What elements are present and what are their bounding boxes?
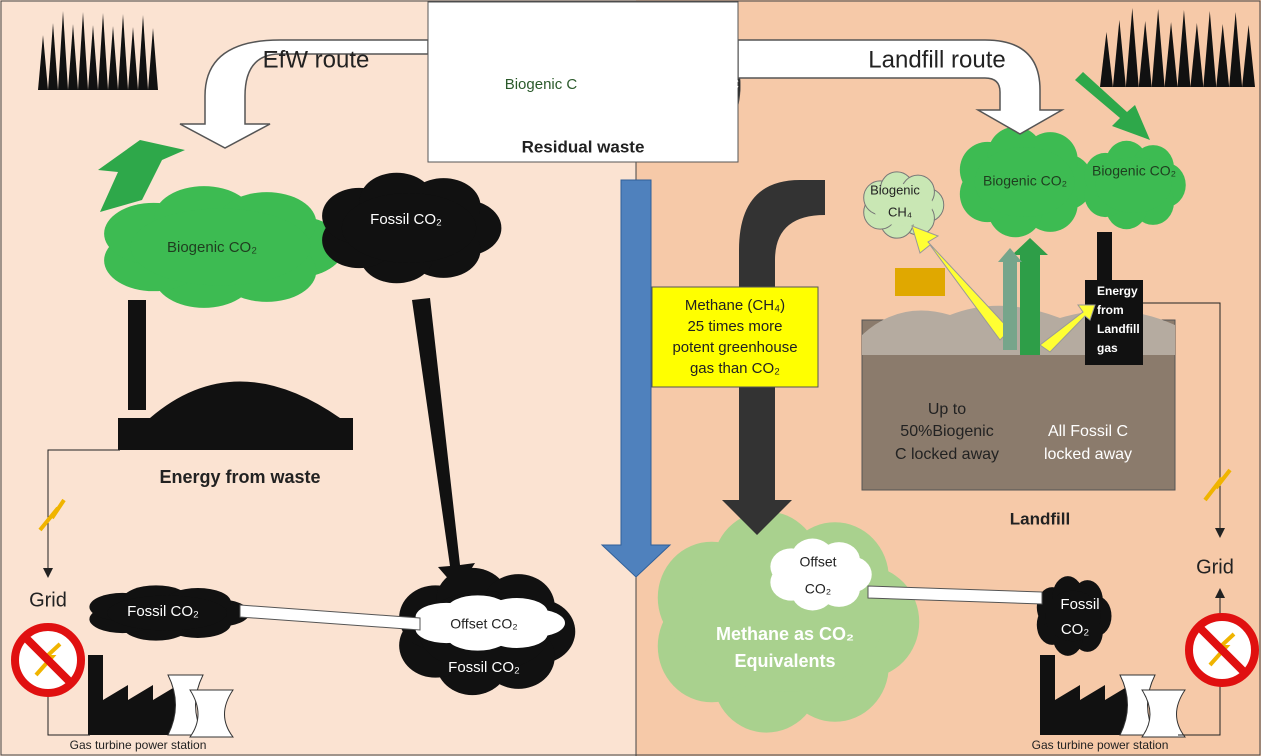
label: 50%Biogenic (900, 423, 993, 440)
label: CO₂ (805, 581, 831, 597)
label: Grid (1196, 556, 1234, 578)
label: Equivalents (734, 651, 835, 671)
label: Energy from waste (159, 467, 320, 487)
landfill-route-label: Landfill route (868, 46, 1005, 73)
label: Energy (1097, 284, 1138, 298)
methane-note-line: 25 times more (687, 318, 782, 335)
plant-base (118, 418, 353, 450)
label: Landfill (1097, 322, 1140, 336)
chimney (128, 300, 146, 410)
cloud-core (342, 193, 476, 263)
methane-note-line: gas than CO₂ (690, 360, 780, 377)
diagram: EfW route Landfill route Methane (CH₄) 2… (0, 0, 1261, 756)
label: Biogenic CO₂ (1092, 163, 1176, 179)
label: Fossil CO₂ (370, 211, 442, 228)
label: Methane as CO₂ (716, 624, 854, 644)
label: from (1097, 303, 1124, 317)
label: Landfill (1010, 509, 1070, 528)
label: locked away (1044, 446, 1132, 463)
label: Residual waste (522, 137, 645, 156)
label: Gas turbine power station (1032, 738, 1169, 752)
label: Biogenic CO₂ (167, 239, 257, 256)
efw-route-label: EfW route (263, 46, 370, 73)
label: Biogenic CO₂ (983, 173, 1067, 189)
bulldozer (895, 268, 945, 296)
methane-note-line: Methane (CH₄) (685, 297, 785, 314)
label: Up to (928, 401, 966, 418)
label: Gas turbine power station (70, 738, 207, 752)
label: CO₂ (1061, 621, 1090, 638)
label: Fossil C (685, 76, 739, 93)
chimney (1097, 232, 1112, 287)
methane-note-line: potent greenhouse (672, 339, 797, 356)
label: CH₄ (888, 204, 912, 219)
label: Offset (799, 554, 836, 570)
label: Fossil CO₂ (127, 603, 199, 620)
label: gas (1097, 341, 1118, 355)
label: All Fossil C (1048, 423, 1128, 440)
label: Fossil (1060, 596, 1099, 613)
label: Fossil CO₂ (448, 659, 520, 676)
label: C locked away (895, 446, 999, 463)
page: EfW route Landfill route Methane (CH₄) 2… (0, 0, 1261, 756)
label: Biogenic C (505, 76, 578, 93)
label: Biogenic (870, 182, 920, 197)
label: Offset CO₂ (450, 616, 517, 632)
label: Grid (29, 589, 67, 611)
